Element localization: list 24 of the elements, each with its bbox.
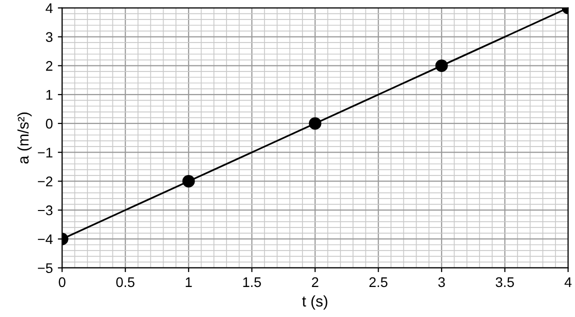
x-tick-label: 1 — [186, 277, 192, 287]
y-tick-label: −5 — [38, 263, 52, 274]
y-tick-label: −3 — [38, 205, 52, 216]
x-tick-label: 0 — [58, 277, 66, 288]
point — [435, 59, 448, 72]
x-tick-label: 3 — [438, 277, 445, 288]
point — [182, 174, 195, 188]
x-axis-title: t (s) — [302, 295, 328, 310]
y-tick-label: 0 — [46, 118, 53, 129]
y-tick-label: −4 — [38, 234, 53, 244]
y-tick-label: −1 — [38, 148, 52, 158]
x-tick-label: 0.5 — [116, 277, 134, 288]
y-tick-label: −2 — [38, 176, 52, 186]
x-tick-label: 2.5 — [369, 277, 388, 288]
point — [308, 117, 322, 130]
y-axis-title: a (m/s²) — [17, 112, 32, 164]
x-tick-label: 1.5 — [243, 277, 261, 288]
y-tick-label: 1 — [46, 90, 52, 100]
x-tick-label: 4 — [564, 277, 572, 287]
x-tick-label: 2 — [312, 277, 318, 287]
x-tick-label: 3.5 — [496, 277, 514, 288]
y-tick-label: 4 — [46, 3, 53, 13]
y-tick-label: 3 — [46, 32, 52, 42]
y-tick-label: 2 — [46, 61, 52, 71]
